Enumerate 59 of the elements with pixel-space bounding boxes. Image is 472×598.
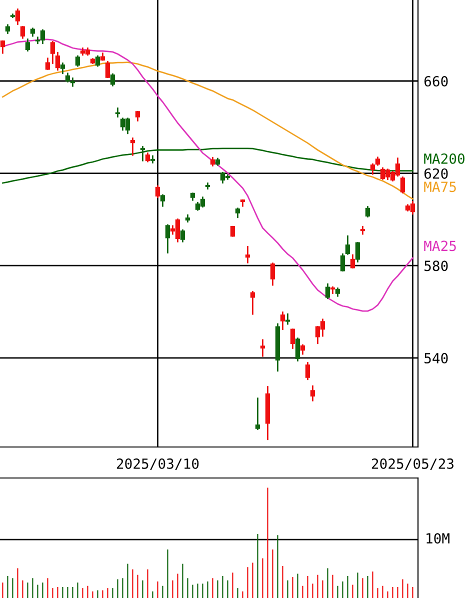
candlestick xyxy=(345,235,350,255)
candlestick xyxy=(105,60,110,78)
candlestick xyxy=(370,163,376,175)
candlestick xyxy=(325,283,330,300)
candlestick xyxy=(55,52,60,71)
candlestick xyxy=(130,138,136,156)
candlestick xyxy=(165,224,170,254)
candlestick xyxy=(350,254,356,268)
ref-line-label: 10M xyxy=(426,533,450,544)
line-series xyxy=(2,148,414,184)
candlestick xyxy=(115,108,120,118)
candlestick xyxy=(400,176,406,194)
candlestick xyxy=(310,385,316,402)
candlestick xyxy=(360,226,366,235)
candlestick xyxy=(240,199,246,207)
y-tick-label: 660 xyxy=(424,76,448,87)
candlestick xyxy=(15,8,20,25)
candlestick xyxy=(255,398,260,430)
candlestick xyxy=(280,312,286,330)
candlestick xyxy=(205,182,210,190)
candlestick xyxy=(75,55,80,67)
candlestick xyxy=(180,229,186,242)
candlestick xyxy=(20,26,26,39)
candlestick xyxy=(95,55,100,67)
candlestick xyxy=(0,40,6,54)
candlestick xyxy=(340,253,346,272)
candlestick xyxy=(260,339,266,357)
candlestick xyxy=(160,194,166,207)
candlestick xyxy=(250,290,256,315)
candlestick xyxy=(140,146,146,162)
candlestick xyxy=(270,262,276,286)
x-tick-label: 2025/05/23 xyxy=(372,458,454,470)
series-label: MA200 xyxy=(424,153,464,164)
candlestick xyxy=(230,226,236,237)
x-tick-label: 2025/03/10 xyxy=(116,458,199,470)
candlestick xyxy=(295,338,300,362)
candlestick xyxy=(110,73,116,86)
candlestick xyxy=(50,41,56,64)
candlestick xyxy=(305,362,310,380)
candlestick xyxy=(60,62,66,74)
candlestick xyxy=(290,328,296,349)
y-tick-label: 540 xyxy=(424,352,448,364)
candlestick xyxy=(235,208,240,218)
series-label: MA75 xyxy=(424,182,456,192)
candlestick xyxy=(365,206,370,218)
candlestick xyxy=(135,110,140,122)
candlestick xyxy=(285,313,290,325)
candlestick xyxy=(150,155,156,164)
candlestick xyxy=(355,242,360,262)
candlestick xyxy=(25,38,30,52)
line-series xyxy=(2,62,414,200)
candlestick xyxy=(300,344,306,355)
y-tick-label: 580 xyxy=(424,260,448,272)
candlestick xyxy=(155,185,160,198)
candlestick xyxy=(245,246,250,264)
candlestick xyxy=(45,58,50,70)
y-tick-label: 620 xyxy=(424,168,448,179)
series-label: MA25 xyxy=(424,240,456,252)
candlestick xyxy=(330,286,336,294)
